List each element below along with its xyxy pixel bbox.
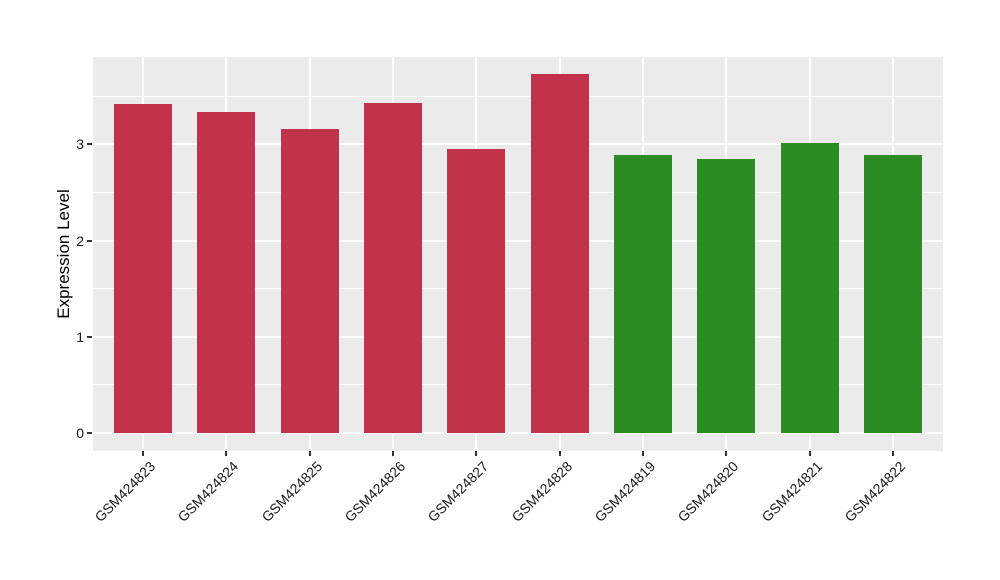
bar-GSM424819 <box>613 155 673 433</box>
bar-GSM424823 <box>113 104 173 433</box>
bar-GSM424822 <box>863 155 923 433</box>
plot-panel <box>93 57 943 451</box>
x-tick-mark <box>558 451 561 456</box>
x-tick-mark <box>892 451 894 456</box>
y-axis-title: Expression Level <box>54 189 73 319</box>
y-tick-mark <box>87 143 92 146</box>
bar-GSM424821 <box>780 142 839 433</box>
y-tick-mark <box>87 431 92 434</box>
x-tick-mark <box>808 451 811 456</box>
bar-GSM424827 <box>447 149 506 433</box>
bar-GSM424820 <box>697 158 756 433</box>
x-tick-mark <box>392 451 394 456</box>
x-tick-mark <box>225 451 228 456</box>
y-tick-label: 3 <box>76 136 84 153</box>
bar-GSM424826 <box>363 103 423 433</box>
bar-GSM424824 <box>197 111 256 433</box>
y-tick-label: 0 <box>76 424 84 441</box>
bar-GSM424828 <box>530 74 589 433</box>
x-tick-mark <box>725 451 728 456</box>
bar-GSM424825 <box>280 129 339 433</box>
x-tick-mark <box>308 451 311 456</box>
y-tick-label: 2 <box>76 232 84 249</box>
y-tick-label: 1 <box>76 328 84 345</box>
gridline-minor <box>93 95 943 97</box>
x-tick-mark <box>475 451 478 456</box>
y-tick-mark <box>87 335 92 338</box>
x-tick-mark <box>642 451 644 456</box>
x-tick-mark <box>142 451 144 456</box>
y-tick-mark <box>87 239 92 242</box>
